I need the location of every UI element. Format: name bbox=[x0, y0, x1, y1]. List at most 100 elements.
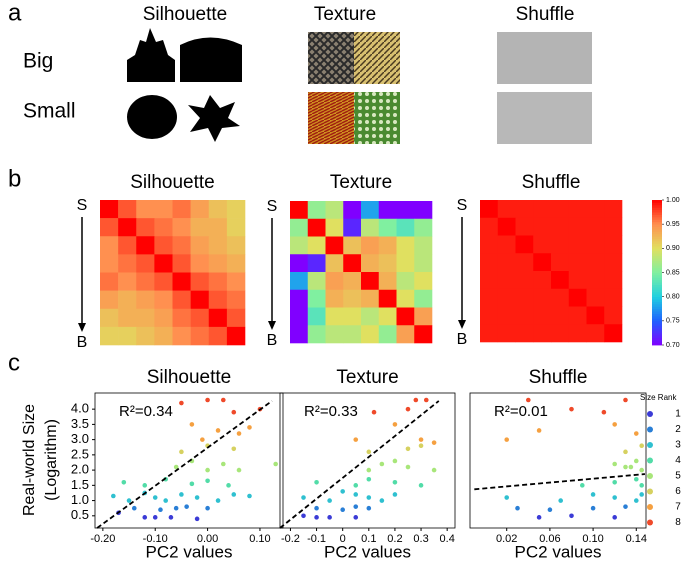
y-axis-label: (Logarithm) bbox=[43, 419, 60, 501]
y-tick-label: 4.0 bbox=[71, 401, 89, 416]
x-tick-label: -0.20 bbox=[90, 533, 115, 545]
heatmap-cell bbox=[586, 306, 605, 325]
colorbar-segment bbox=[652, 340, 662, 343]
scatter-point bbox=[152, 495, 158, 500]
heatmap-cell bbox=[290, 254, 309, 273]
colorbar-segment bbox=[652, 260, 662, 264]
scatter-point bbox=[405, 406, 411, 412]
heatmap-cell bbox=[208, 308, 228, 328]
heatmap-cell bbox=[586, 217, 605, 236]
heatmap-cell bbox=[533, 306, 552, 325]
legend-marker bbox=[647, 488, 653, 495]
scatter-point bbox=[612, 461, 617, 467]
heatmap-cell bbox=[208, 218, 228, 237]
heatmap-cell bbox=[396, 236, 415, 255]
heatmap-cell bbox=[414, 325, 433, 344]
scatter-point bbox=[301, 495, 306, 500]
heatmap-cell bbox=[172, 218, 191, 237]
panel-label: b bbox=[8, 165, 21, 192]
heatmap-cell bbox=[325, 307, 344, 326]
heatmap-cell bbox=[361, 289, 380, 308]
heatmap-cell bbox=[208, 290, 228, 310]
scatter-point bbox=[205, 397, 210, 403]
colorbar-segment bbox=[652, 291, 662, 295]
scatter-point bbox=[314, 515, 319, 520]
scatter-point bbox=[504, 495, 510, 500]
scatter-point bbox=[184, 504, 189, 509]
heatmap-cell bbox=[307, 254, 326, 273]
heatmap-cell bbox=[586, 253, 605, 272]
heatmap-cell bbox=[172, 308, 191, 328]
colorbar-label: 0.80 bbox=[666, 294, 680, 301]
scatter-point bbox=[392, 492, 398, 497]
colorbar-segment bbox=[652, 318, 662, 322]
x-tick-label: 0.1 bbox=[361, 533, 376, 545]
heatmap-cell bbox=[361, 218, 380, 237]
scatter-point bbox=[515, 505, 520, 511]
scatter-point bbox=[179, 449, 184, 455]
colorbar-segment bbox=[652, 236, 662, 240]
heatmap-cell bbox=[307, 236, 326, 255]
heatmap-cell bbox=[290, 307, 309, 326]
legend-label: 5 bbox=[675, 471, 681, 482]
heatmap-cell bbox=[100, 290, 119, 310]
colorbar-segment bbox=[652, 207, 662, 211]
scatter-point bbox=[205, 467, 210, 473]
scatter-point bbox=[221, 397, 226, 403]
heatmap-cell bbox=[396, 325, 415, 344]
scatter-point bbox=[353, 483, 359, 488]
colorbar-segment bbox=[652, 241, 662, 244]
heatmap-cell bbox=[208, 254, 228, 273]
heatmap-cell bbox=[325, 218, 344, 237]
scatter-point bbox=[504, 437, 510, 442]
scatter-point bbox=[536, 515, 542, 520]
heatmap-cell bbox=[290, 201, 309, 220]
scatter-point bbox=[431, 467, 437, 473]
heatmap-cell bbox=[226, 218, 246, 237]
panel-label: a bbox=[8, 0, 22, 26]
scatter-point bbox=[612, 479, 617, 485]
heatmap-cell bbox=[480, 253, 499, 272]
heatmap-cell bbox=[604, 217, 623, 236]
colorbar-segment bbox=[652, 226, 662, 230]
x-tick-label: 0.06 bbox=[539, 533, 560, 545]
heatmap-cell bbox=[343, 218, 362, 237]
y-tick-label: 0.5 bbox=[71, 507, 89, 522]
colorbar-segment bbox=[652, 303, 662, 307]
colorbar-segment bbox=[652, 229, 662, 232]
scatter-point bbox=[111, 493, 116, 499]
heatmap-cell bbox=[100, 326, 119, 346]
plot-frame bbox=[469, 392, 647, 529]
scatter-point bbox=[163, 498, 168, 503]
heatmap-cell bbox=[290, 325, 309, 344]
colorbar-segment bbox=[652, 274, 662, 278]
scatter-point bbox=[639, 492, 644, 497]
heatmap-cell bbox=[208, 326, 228, 346]
colorbar-segment bbox=[652, 255, 662, 259]
heatmap-cell bbox=[515, 253, 534, 272]
axis-start-label: S bbox=[267, 198, 278, 215]
colorbar-segment bbox=[652, 320, 662, 324]
scatter-point bbox=[301, 513, 306, 519]
heatmap-cell bbox=[136, 218, 155, 237]
heatmap-cell bbox=[154, 326, 173, 346]
shuffle-big bbox=[497, 32, 592, 84]
colorbar-segment bbox=[652, 233, 662, 237]
heatmap-cell bbox=[515, 235, 534, 254]
colorbar-segment bbox=[652, 265, 662, 269]
heatmap-cell bbox=[361, 307, 380, 326]
heatmap-cell bbox=[497, 200, 516, 219]
colorbar-label: 1.00 bbox=[666, 197, 680, 204]
texture-small-2 bbox=[354, 92, 400, 144]
legend-marker bbox=[647, 473, 653, 479]
chart-title: Silhouette bbox=[147, 367, 232, 388]
heatmap-cell bbox=[551, 271, 570, 290]
column-title: Shuffle bbox=[516, 4, 575, 25]
legend-marker bbox=[647, 519, 653, 526]
heatmap-cell bbox=[208, 236, 228, 255]
heatmap-cell bbox=[343, 307, 362, 326]
scatter-point bbox=[633, 476, 639, 482]
heatmap-cell bbox=[361, 325, 380, 344]
scatter-point bbox=[379, 461, 385, 467]
heatmap-cell bbox=[396, 218, 415, 237]
